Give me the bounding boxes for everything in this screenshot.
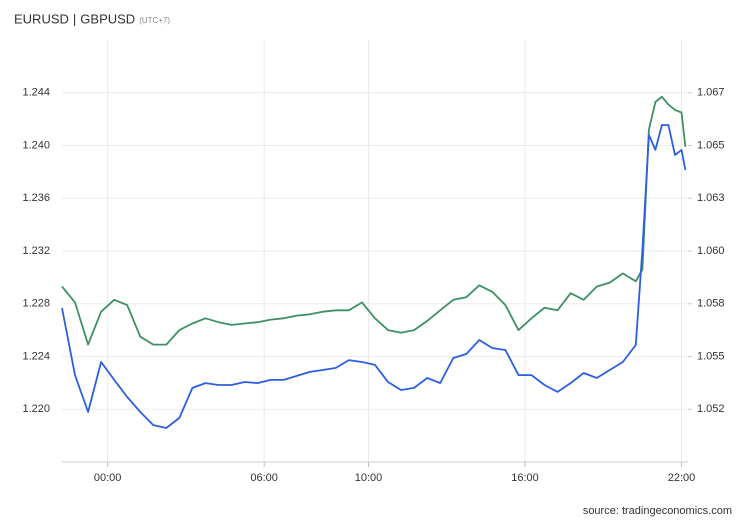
x-tick-label: 16:00 (511, 472, 539, 484)
x-tick-label: 22:00 (668, 472, 696, 484)
title-separator: | (73, 11, 76, 26)
y-tick-label: 1.244 (22, 87, 50, 99)
y2-tick-label: 1.065 (697, 139, 725, 151)
y-tick-label: 1.220 (22, 403, 50, 415)
y2-tick-label: 1.052 (697, 403, 725, 415)
x-tick-label: 10:00 (355, 472, 383, 484)
series-line (61, 124, 687, 429)
x-tick-label: 06:00 (250, 472, 278, 484)
y-tick-label: 1.232 (22, 245, 50, 257)
y2-tick-label: 1.060 (697, 245, 725, 257)
y2-tick-label: 1.055 (697, 350, 725, 362)
legend-entry: EURUSD (14, 11, 69, 26)
y2-tick-label: 1.058 (697, 298, 725, 310)
source: source: tradingeconomics.com (583, 505, 732, 517)
y-tick-label: 1.240 (22, 139, 50, 151)
y2-tick-label: 1.063 (697, 192, 725, 204)
y-tick-label: 1.228 (22, 298, 50, 310)
y-tick-label: 1.224 (22, 350, 50, 362)
series-line (61, 95, 687, 346)
y2-tick-label: 1.067 (697, 87, 725, 99)
y-tick-label: 1.236 (22, 192, 50, 204)
timezone: (UTC+7) (139, 16, 170, 25)
x-tick-label: 00:00 (94, 472, 122, 484)
legend-entry: GBPUSD (80, 11, 135, 26)
